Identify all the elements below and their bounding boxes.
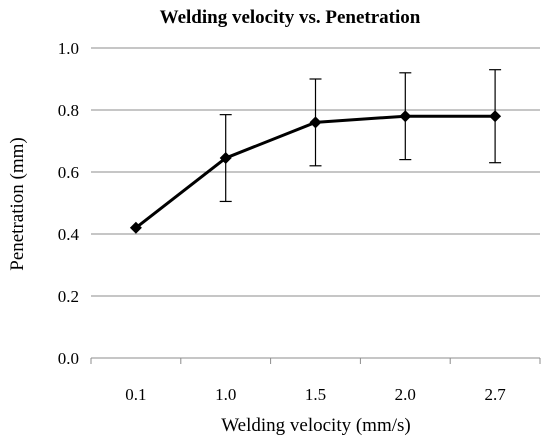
data-point <box>219 152 232 165</box>
data-point <box>309 116 322 129</box>
y-tick-label: 0.0 <box>58 349 79 368</box>
y-tick-label: 0.2 <box>58 287 79 306</box>
data-point <box>399 110 412 123</box>
data-point <box>129 221 142 234</box>
data-markers <box>129 110 502 234</box>
grid-lines <box>91 47 540 297</box>
y-tick-label: 0.6 <box>58 163 79 182</box>
x-axis-ticks <box>90 358 541 364</box>
x-tick-label: 2.0 <box>395 385 416 404</box>
y-tick-label: 1.0 <box>58 39 79 58</box>
x-tick-label: 2.7 <box>484 385 506 404</box>
y-tick-label: 0.4 <box>58 225 80 244</box>
x-axis-label: Welding velocity (mm/s) <box>221 415 411 436</box>
x-tick-label: 1.5 <box>305 385 326 404</box>
y-tick-label: 0.8 <box>58 101 79 120</box>
chart-title: Welding velocity vs. Penetration <box>160 7 421 28</box>
error-bars <box>219 69 502 203</box>
x-axis-tick-labels: 0.1 1.0 1.5 2.0 2.7 <box>125 385 506 404</box>
x-tick-label: 0.1 <box>125 385 146 404</box>
y-axis-label: Penetration (mm) <box>7 137 28 271</box>
x-tick-label: 1.0 <box>215 385 236 404</box>
y-axis-tick-labels: 0.0 0.2 0.4 0.6 0.8 1.0 <box>58 39 80 368</box>
data-point <box>489 110 502 123</box>
